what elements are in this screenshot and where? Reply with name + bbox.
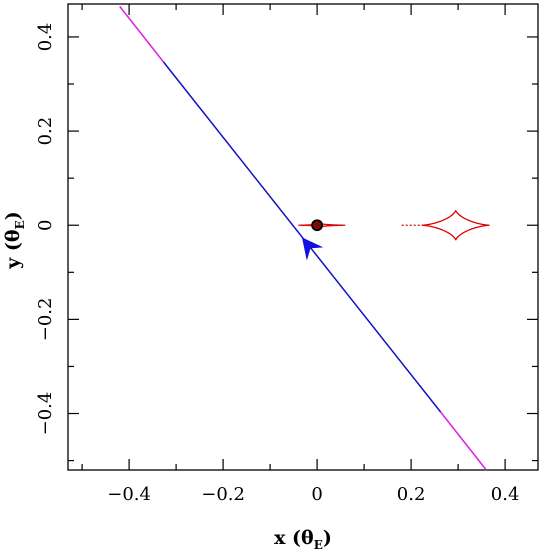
y-axis-label: y (θE) xyxy=(2,211,27,269)
x-axis-label-sub: E xyxy=(314,538,323,552)
series-line-trajectory-extension-upper xyxy=(119,5,164,63)
x-tick-label: 0.4 xyxy=(491,484,520,505)
direction-arrow xyxy=(301,237,323,260)
lens-marker xyxy=(311,219,324,232)
caustic-layer xyxy=(298,210,490,241)
y-axis-label-main: y (θ xyxy=(2,229,24,269)
y-tick-label: −0.2 xyxy=(35,298,56,342)
tick-labels: −0.4 −0.2 0 0.2 0.4 −0.4 −0.2 0 0.2 0.4 xyxy=(35,23,519,505)
x-axis-label-main: x (θ xyxy=(274,527,314,549)
y-tick-label: 0 xyxy=(35,220,56,231)
y-tick-label: 0.2 xyxy=(35,117,56,146)
tick-marks xyxy=(68,4,538,470)
marker-layer xyxy=(301,219,324,260)
caustic-central-caustic xyxy=(298,222,346,228)
x-tick-label: 0 xyxy=(311,484,322,505)
y-tick-label: −0.4 xyxy=(35,392,56,436)
x-tick-label: 0.2 xyxy=(397,484,426,505)
y-tick-label: 0.4 xyxy=(35,23,56,52)
y-axis-label-close: ) xyxy=(2,211,24,220)
series-line-trajectory-extension-lower xyxy=(440,411,487,471)
caustic-planetary-caustic xyxy=(421,210,490,241)
series-layer xyxy=(119,5,487,471)
plot-frame xyxy=(67,3,539,471)
series-line-source-trajectory-blue xyxy=(162,61,442,413)
y-axis-label-sub: E xyxy=(13,220,27,229)
x-tick-label: −0.4 xyxy=(107,484,151,505)
x-tick-label: −0.2 xyxy=(201,484,245,505)
x-axis-label: x (θE) xyxy=(274,527,332,552)
x-axis-label-close: ) xyxy=(323,527,332,549)
